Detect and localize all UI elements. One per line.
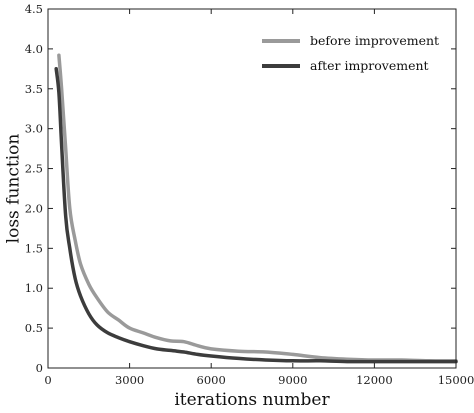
x-tick-label: 6000 [197,373,226,387]
y-tick-label: 3.0 [25,122,43,136]
y-tick-label: 0.5 [25,321,43,335]
series-line-after-improvement [54,67,458,364]
y-tick-label: 2.5 [25,162,43,176]
series-line-before-improvement [57,53,458,363]
legend-label-after-improvement: after improvement [310,58,429,73]
x-axis-title: iterations number [174,390,330,410]
y-tick-label: 4.0 [25,42,43,56]
legend: before improvement after improvement [262,33,439,73]
x-tick-label: 15000 [438,373,474,387]
x-tick-label: 12000 [356,373,393,387]
y-tick-label: 1.5 [25,241,43,255]
y-tick-label: 4.5 [25,2,43,16]
x-tick-label: 3000 [115,373,144,387]
y-tick-label: 1.0 [25,281,43,295]
plot-frame [47,8,457,369]
y-axis-title: loss function [4,134,24,244]
plot-layer [54,53,458,364]
x-tick-label: 0 [44,373,51,387]
legend-label-before-improvement: before improvement [310,33,439,48]
y-tick-label: 2.0 [25,201,43,215]
y-tick-label: 0 [36,361,43,375]
x-tick-label: 9000 [278,373,307,387]
y-tick-label: 3.5 [25,82,43,96]
